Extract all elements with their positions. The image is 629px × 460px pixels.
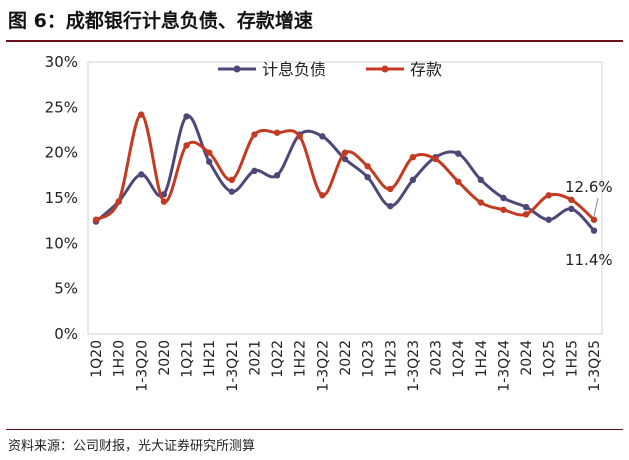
x-tick-label: 1-3Q21 (225, 340, 241, 392)
x-tick-label: 1H20 (112, 340, 128, 377)
series-point-2 (341, 149, 349, 156)
x-tick-label: 1Q22 (270, 340, 286, 378)
x-tick-label: 1H23 (383, 340, 399, 377)
series-point-2 (387, 185, 394, 193)
legend-marker-2 (381, 65, 389, 73)
x-tick-label: 2023 (429, 340, 445, 376)
series-point-2 (251, 131, 258, 138)
x-tick-label: 1-3Q24 (496, 340, 512, 392)
series-point-2 (409, 154, 417, 161)
x-tick-label: 1Q21 (180, 340, 196, 378)
legend-label-1: 计息负债 (262, 60, 326, 79)
y-tick-label: 15% (45, 189, 78, 207)
figure-title: 图 6：成都银行计息负债、存款增速 (8, 10, 313, 32)
series-point-2 (522, 211, 530, 218)
series-point-1 (545, 216, 552, 223)
series-point-1 (228, 188, 236, 195)
series-point-1 (590, 227, 598, 234)
series-point-2 (205, 149, 213, 156)
series-point-1 (183, 113, 190, 120)
annotation-leader-top (593, 197, 599, 216)
source-note: 资料来源：公司财报，光大证券研究所测算 (8, 439, 256, 454)
series-point-1 (500, 194, 507, 202)
series-point-1 (251, 167, 258, 174)
series-point-2 (296, 133, 303, 140)
series-point-2 (545, 192, 552, 199)
annotation-bottom: 11.4% (565, 251, 613, 269)
series-point-2 (432, 155, 439, 163)
series-point-2 (500, 206, 507, 213)
series-point-1 (477, 176, 485, 184)
x-tick-label: 1-3Q25 (587, 340, 603, 392)
legend-marker-1 (233, 65, 241, 73)
x-tick-label: 1H22 (293, 340, 309, 377)
series-point-2 (138, 111, 145, 118)
x-tick-label: 2020 (157, 340, 173, 376)
series-point-2 (273, 129, 281, 136)
series-line-2 (95, 113, 596, 222)
series-point-2 (160, 198, 168, 205)
x-tick-label: 1H21 (202, 340, 218, 377)
series-point-1 (568, 205, 575, 213)
series-point-1 (341, 155, 349, 163)
x-tick-label: 1Q24 (451, 340, 467, 378)
legend-label-2: 存款 (410, 60, 442, 79)
series-point-1 (273, 172, 281, 179)
series-point-2 (590, 216, 598, 223)
x-tick-label: 2022 (338, 340, 354, 376)
x-tick-label: 2024 (519, 340, 535, 376)
series-point-2 (477, 199, 485, 206)
x-tick-label: 2021 (247, 340, 263, 376)
series-point-1 (454, 150, 462, 157)
y-tick-label: 0% (54, 325, 78, 343)
x-tick-label: 1Q20 (89, 340, 105, 378)
series-point-2 (92, 216, 100, 223)
line-chart: 0% 5% 10% 15% 20% 25% 30% 1Q20 1H20 1-3Q20 2020 1Q… (45, 53, 613, 392)
plot-frame (87, 61, 603, 335)
series-point-1 (205, 158, 213, 165)
series-point-1 (522, 203, 530, 211)
series-point-1 (364, 173, 371, 181)
series-point-1 (319, 133, 326, 140)
x-tick-label: 1Q25 (542, 340, 558, 378)
series-point-1 (387, 202, 394, 210)
series-point-2 (454, 178, 462, 185)
series-point-1 (138, 171, 145, 178)
title-rule (6, 40, 623, 42)
x-tick-label: 1H24 (474, 340, 490, 377)
x-tick-label: 1H25 (564, 340, 580, 377)
series-point-2 (568, 196, 575, 204)
series-point-1 (409, 176, 417, 184)
series-point-2 (228, 176, 236, 184)
x-tick-label: 1Q23 (361, 340, 377, 378)
series-point-2 (364, 163, 371, 170)
y-tick-label: 20% (45, 144, 78, 162)
series-point-2 (115, 198, 122, 205)
y-tick-label: 5% (54, 280, 78, 298)
x-tick-label: 1-3Q23 (406, 340, 422, 392)
y-tick-label: 25% (45, 98, 78, 116)
series-point-2 (319, 192, 326, 199)
y-tick-label: 30% (45, 53, 78, 71)
annotation-top: 12.6% (565, 178, 613, 196)
x-tick-label: 1-3Q22 (315, 340, 331, 392)
series-point-2 (183, 142, 190, 149)
source-rule (6, 429, 623, 430)
y-tick-label: 10% (45, 234, 78, 252)
x-tick-label: 1-3Q20 (134, 340, 150, 392)
